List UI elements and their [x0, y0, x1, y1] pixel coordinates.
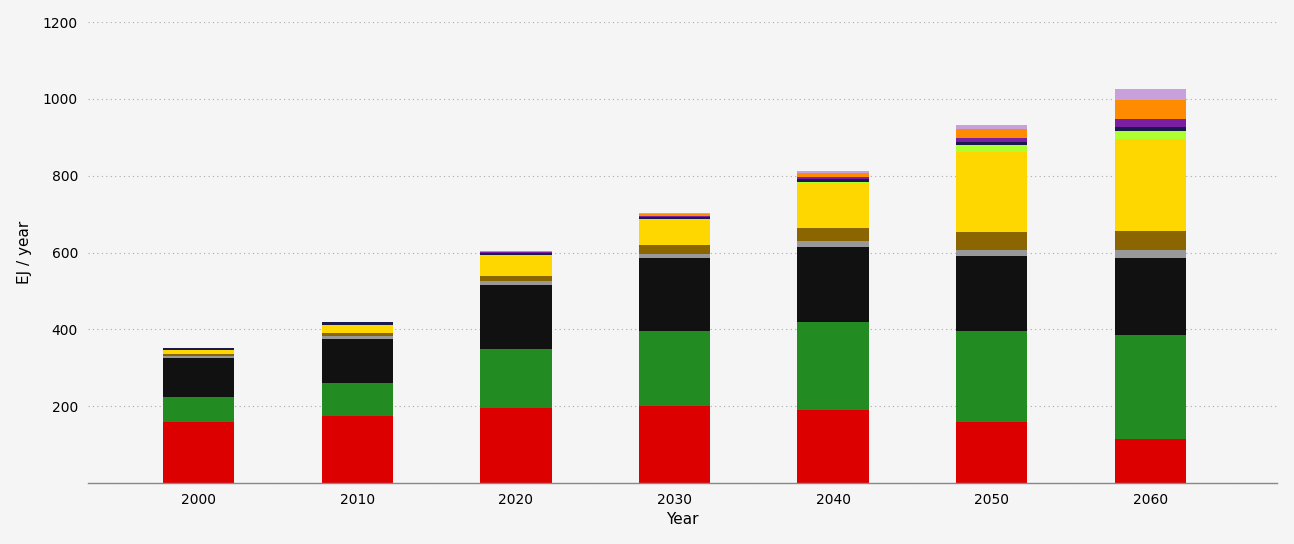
- Bar: [1114, 258, 1187, 335]
- Bar: [639, 214, 710, 216]
- X-axis label: Year: Year: [666, 512, 699, 527]
- Bar: [797, 173, 868, 177]
- Bar: [163, 348, 234, 350]
- Bar: [1114, 139, 1187, 231]
- Bar: [639, 219, 710, 245]
- Bar: [163, 422, 234, 483]
- Bar: [956, 331, 1027, 422]
- Bar: [1114, 335, 1187, 439]
- Bar: [639, 216, 710, 217]
- Bar: [797, 227, 868, 241]
- Bar: [956, 250, 1027, 256]
- Bar: [797, 171, 868, 173]
- Bar: [797, 247, 868, 322]
- Bar: [322, 325, 393, 333]
- Bar: [322, 383, 393, 416]
- Bar: [639, 254, 710, 258]
- Bar: [797, 183, 868, 227]
- Bar: [480, 251, 551, 252]
- Bar: [1114, 89, 1187, 100]
- Bar: [1114, 231, 1187, 250]
- Bar: [480, 285, 551, 349]
- Bar: [1114, 119, 1187, 127]
- Bar: [639, 406, 710, 483]
- Bar: [480, 408, 551, 483]
- Bar: [1114, 131, 1187, 139]
- Bar: [956, 422, 1027, 483]
- Bar: [322, 336, 393, 339]
- Bar: [639, 245, 710, 254]
- Bar: [797, 179, 868, 182]
- Bar: [1114, 250, 1187, 258]
- Bar: [797, 177, 868, 179]
- Bar: [956, 256, 1027, 331]
- Bar: [639, 213, 710, 214]
- Bar: [639, 258, 710, 331]
- Bar: [163, 356, 234, 358]
- Y-axis label: EJ / year: EJ / year: [17, 221, 31, 284]
- Bar: [1114, 127, 1187, 131]
- Bar: [797, 182, 868, 183]
- Bar: [639, 217, 710, 219]
- Bar: [956, 152, 1027, 232]
- Bar: [956, 138, 1027, 141]
- Bar: [797, 241, 868, 247]
- Bar: [956, 129, 1027, 138]
- Bar: [163, 358, 234, 397]
- Bar: [797, 410, 868, 483]
- Bar: [322, 333, 393, 336]
- Bar: [480, 252, 551, 255]
- Bar: [322, 322, 393, 325]
- Bar: [163, 350, 234, 354]
- Bar: [480, 255, 551, 276]
- Bar: [163, 397, 234, 422]
- Bar: [480, 281, 551, 285]
- Bar: [1114, 100, 1187, 119]
- Bar: [956, 141, 1027, 145]
- Bar: [480, 349, 551, 408]
- Bar: [480, 276, 551, 281]
- Bar: [956, 232, 1027, 250]
- Bar: [797, 322, 868, 410]
- Bar: [163, 354, 234, 356]
- Bar: [1114, 439, 1187, 483]
- Bar: [322, 339, 393, 383]
- Bar: [956, 145, 1027, 152]
- Bar: [322, 416, 393, 483]
- Bar: [639, 331, 710, 406]
- Bar: [956, 125, 1027, 129]
